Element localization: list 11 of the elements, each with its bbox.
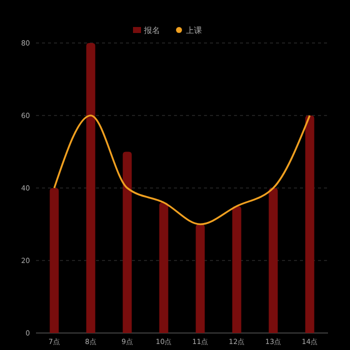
bar — [305, 116, 314, 333]
bar — [196, 224, 205, 333]
bar — [86, 43, 96, 333]
legend-label: 上课 — [186, 26, 202, 35]
bar — [50, 188, 59, 333]
bar — [159, 202, 168, 333]
bar — [268, 188, 278, 333]
bar — [232, 206, 242, 333]
legend-label: 报名 — [143, 26, 160, 35]
bar — [122, 152, 132, 333]
line-series — [53, 114, 311, 226]
